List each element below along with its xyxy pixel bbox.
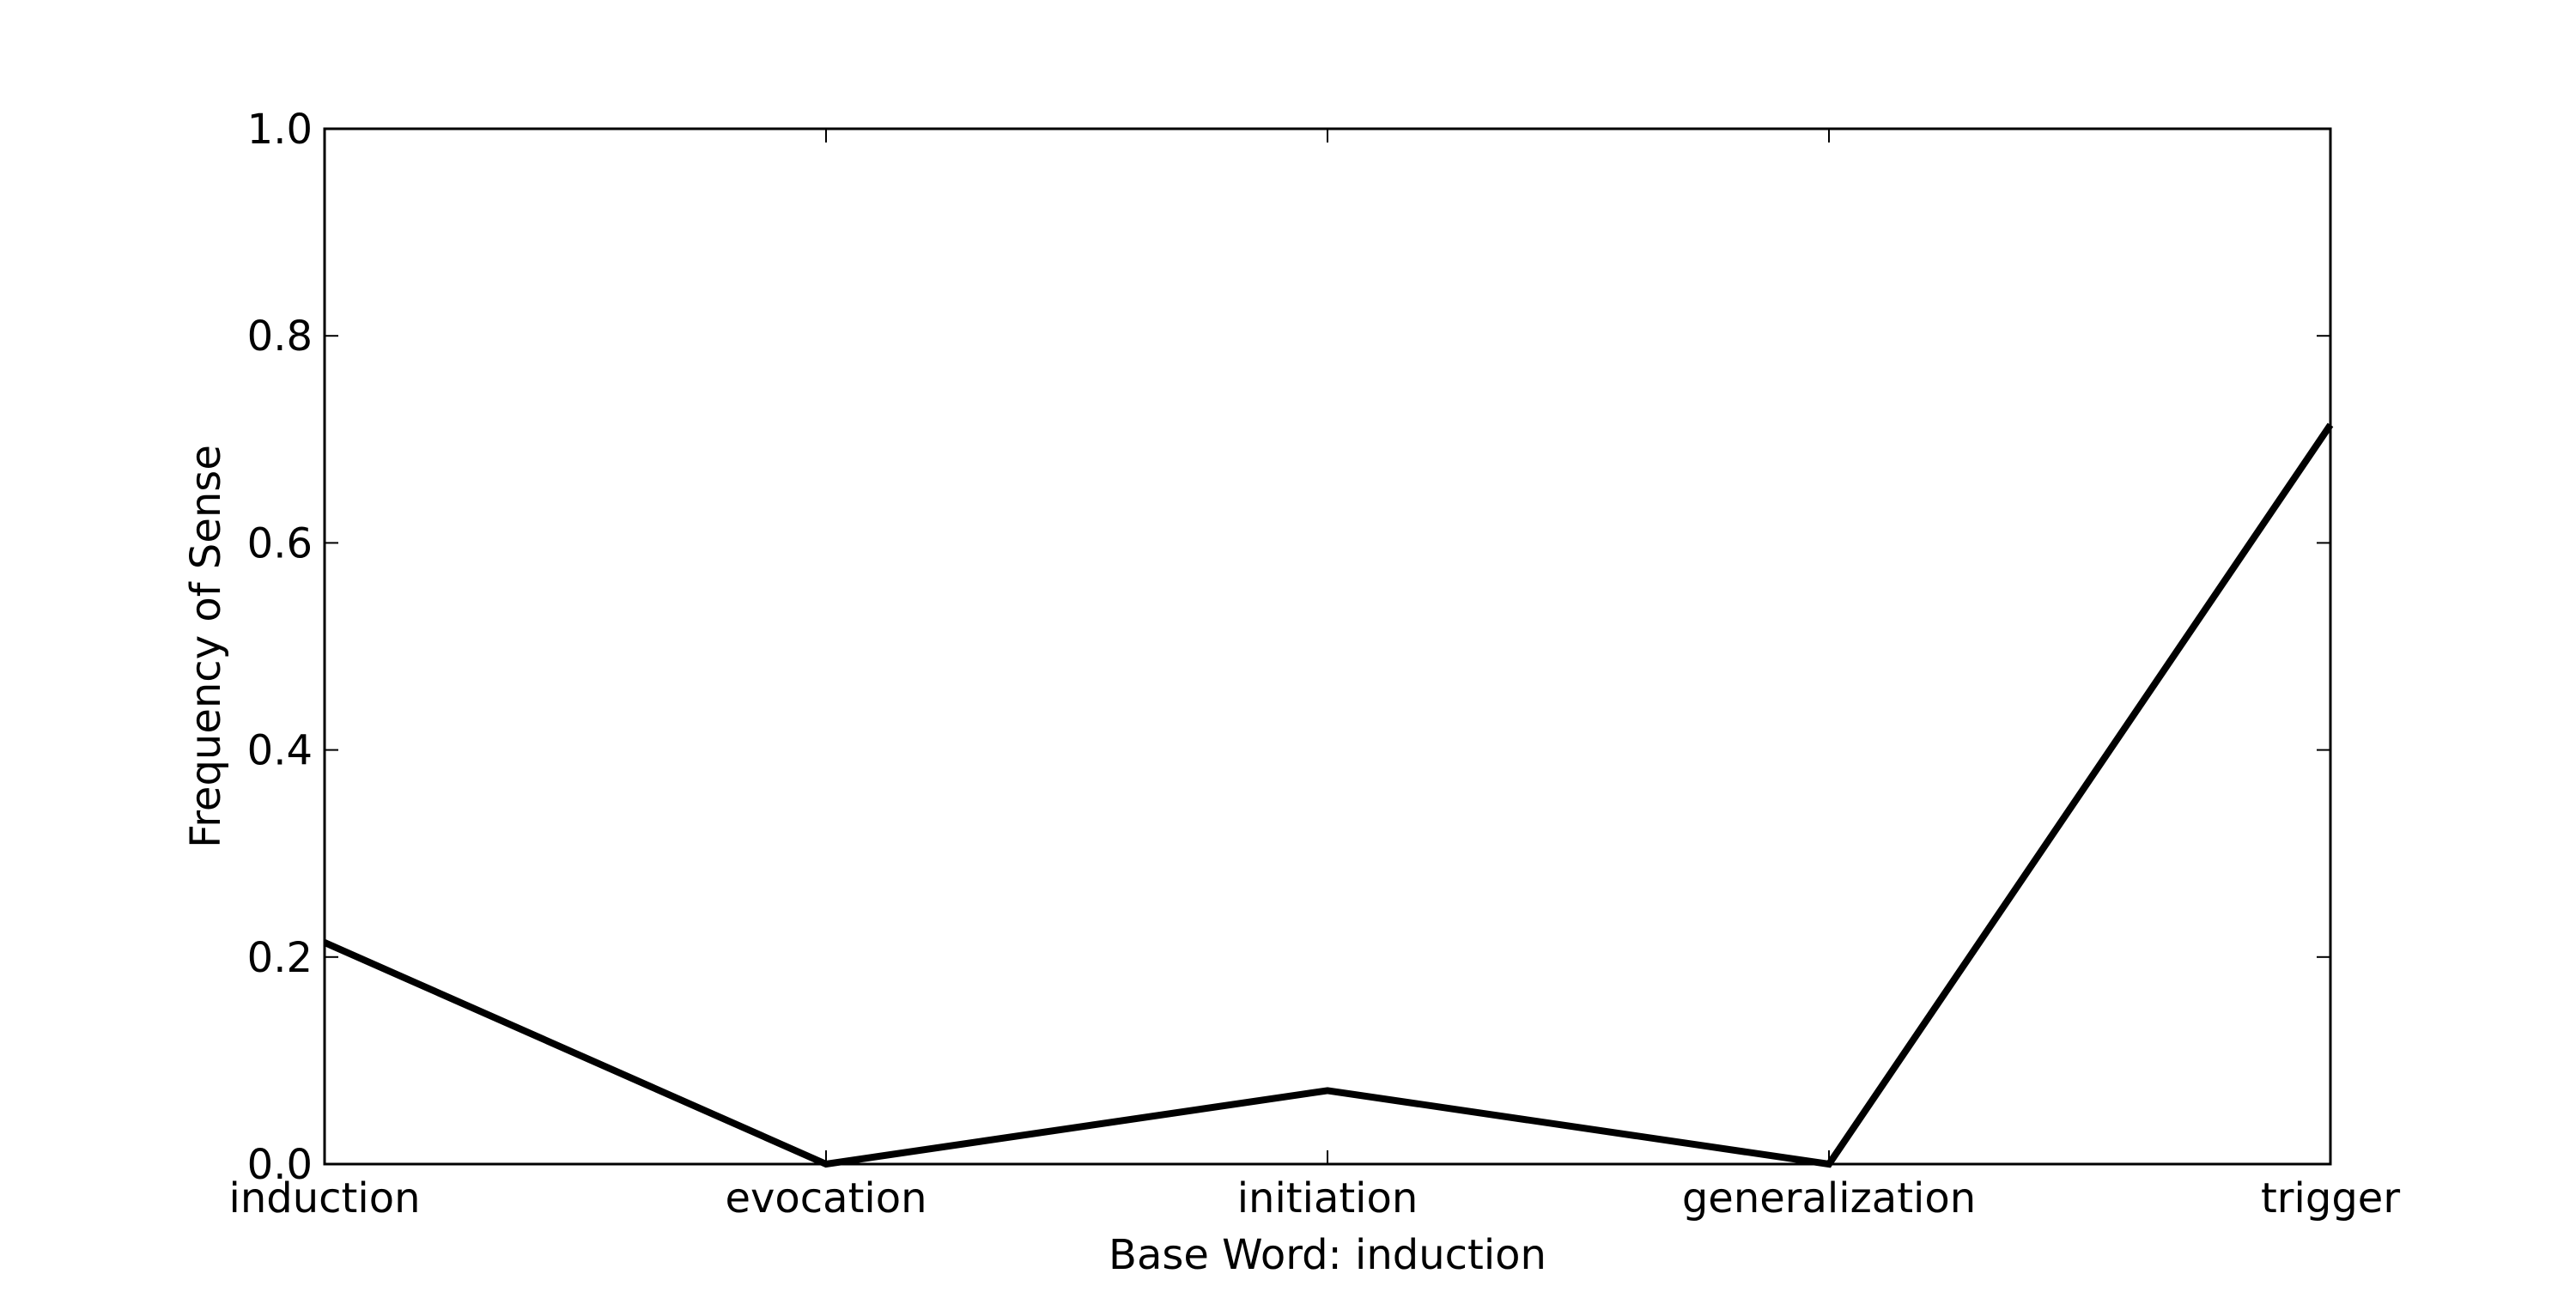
y-tick-label: 0.6 [247, 519, 313, 567]
axis-ticks [325, 129, 2330, 1164]
x-tick-label: generalization [1682, 1174, 1976, 1222]
x-tick-label: induction [229, 1174, 421, 1222]
plot-frame [325, 129, 2330, 1164]
series-line [325, 425, 2330, 1164]
series-layer [325, 425, 2330, 1164]
y-tick-label: 0.8 [247, 312, 313, 361]
x-tick-label: trigger [2261, 1174, 2400, 1222]
y-tick-labels: 0.00.20.40.60.81.0 [247, 106, 313, 1189]
y-tick-label: 1.0 [247, 106, 313, 154]
x-axis-label: Base Word: induction [1109, 1231, 1546, 1279]
x-tick-label: evocation [725, 1174, 927, 1222]
y-tick-label: 0.4 [247, 727, 313, 775]
x-tick-label: initiation [1237, 1174, 1419, 1222]
x-tick-labels: induction evocation initiation generalizati… [229, 1174, 2401, 1222]
y-tick-label: 0.2 [247, 934, 313, 982]
y-axis-label: Frequency of Sense [182, 445, 230, 848]
